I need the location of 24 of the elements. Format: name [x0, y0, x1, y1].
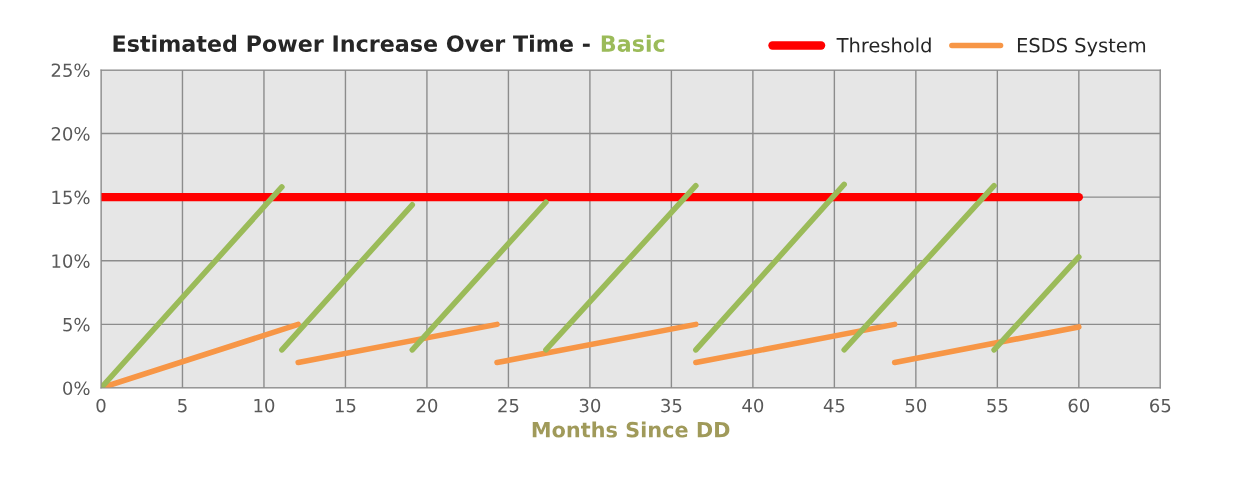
x-tick-label: 0 [96, 398, 106, 413]
x-tick-label: 55 [987, 398, 1008, 413]
x-tick-label: 45 [823, 398, 845, 413]
x-tick-label: 15 [335, 398, 356, 413]
x-tick-label: 5 [178, 398, 187, 413]
x-tick-label: 20 [416, 398, 438, 413]
x-tick-label: 35 [661, 398, 682, 413]
y-tick-label: 10% [52, 254, 90, 268]
x-tick-label: 25 [498, 398, 519, 413]
x-tick-label: 30 [579, 398, 601, 413]
x-tick-label: 65 [1150, 398, 1171, 413]
y-tick-label: 5% [63, 317, 90, 332]
y-tick-label: 0% [63, 381, 90, 396]
y-tick-label: 15% [52, 190, 90, 205]
y-tick-label: 20% [51, 127, 90, 141]
x-tick-label: 10 [254, 398, 275, 413]
x-tick-label: 60 [1068, 398, 1090, 413]
x-tick-label: 50 [905, 398, 927, 413]
x-axis-title: Months Since DD [532, 421, 730, 438]
legend-label: Threshold [836, 37, 931, 53]
x-tick-label: 40 [742, 398, 764, 413]
chart-title: Estimated Power Increase Over Time - Basic [113, 34, 665, 52]
legend-label: ESDS System [1017, 37, 1146, 57]
y-tick-label: 25% [51, 63, 90, 78]
